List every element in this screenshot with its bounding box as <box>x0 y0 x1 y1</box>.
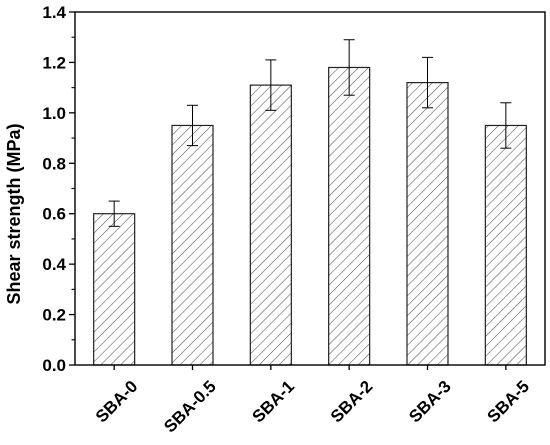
x-tick-label: SBA-3 <box>405 377 455 427</box>
x-tick-label: SBA-1 <box>249 377 299 427</box>
x-tick-label: SBA-2 <box>327 377 377 427</box>
y-tick-label: 0.6 <box>42 205 66 224</box>
y-tick-label: 0.2 <box>42 306 66 325</box>
bar <box>93 213 136 366</box>
y-tick-label: 1.0 <box>42 104 66 123</box>
plot-frame <box>74 11 546 366</box>
x-tick-label: SBA-0.5 <box>160 377 220 437</box>
y-tick-label: 1.2 <box>42 53 66 72</box>
bar <box>328 66 371 366</box>
y-axis-title: Shear strength (MPa) <box>4 123 24 304</box>
bar <box>249 84 292 366</box>
x-tick-label: SBA-5 <box>484 377 534 427</box>
bar <box>484 124 527 366</box>
bar <box>406 81 449 366</box>
x-tick-label: SBA-0 <box>92 377 142 427</box>
y-tick-label: 0.8 <box>42 154 66 173</box>
bar <box>171 124 214 366</box>
plot-area: SBA-0 SBA-0.5 SBA-1 SBA-2 SBA-3 SBA-5 0.0 0.2 0.… <box>42 3 546 437</box>
y-tick-label: 0.4 <box>42 255 66 274</box>
y-tick-label: 0.0 <box>42 356 66 375</box>
y-tick-label: 1.4 <box>42 3 66 22</box>
